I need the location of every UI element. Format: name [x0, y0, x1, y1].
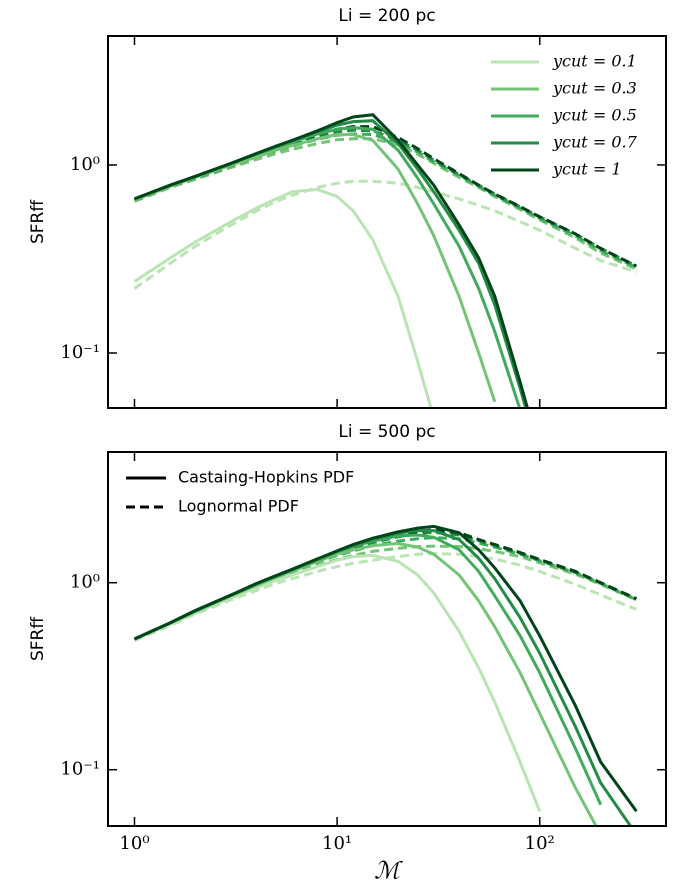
- castaing-hopkins-line: [133, 529, 633, 826]
- y-axis-label: SFRff: [28, 199, 48, 244]
- plot-lines: [133, 524, 638, 826]
- legend-label: ycut = 0.3: [552, 79, 637, 98]
- y-tick-label: 10⁰: [70, 154, 100, 175]
- axes-frame: [107, 451, 667, 827]
- lognormal-line: [133, 179, 637, 290]
- panel-title: Li = 200 pc: [338, 6, 435, 26]
- legend-label: ycut = 0.7: [552, 133, 638, 152]
- y-tick-label: 10⁰: [70, 572, 100, 593]
- lognormal-line: [133, 137, 638, 271]
- castaing-hopkins-line: [133, 533, 603, 806]
- legend-label: ycut = 0.1: [552, 52, 637, 71]
- x-tick-label: 10¹: [322, 833, 352, 854]
- lognormal-line: [133, 528, 638, 641]
- castaing-hopkins-line: [133, 553, 542, 812]
- y-tick-label: 10⁻¹: [60, 342, 100, 363]
- lognormal-line: [133, 544, 637, 641]
- x-axis-label: ℳ: [374, 857, 403, 885]
- castaing-hopkins-line: [133, 187, 433, 408]
- panel-title: Li = 500 pc: [338, 422, 435, 442]
- castaing-hopkins-line: [133, 133, 497, 403]
- x-tick-label: 10⁰: [119, 833, 149, 854]
- y-tick-label: 10⁻¹: [60, 759, 100, 780]
- style-legend-label: Castaing-Hopkins PDF: [178, 468, 354, 487]
- axes-frame: [107, 35, 667, 409]
- legend-label: ycut = 1: [552, 160, 622, 179]
- style-legend-label: Lognormal PDF: [178, 497, 299, 516]
- lognormal-line: [133, 536, 638, 641]
- castaing-hopkins-line: [133, 524, 638, 813]
- legend-label: ycut = 0.5: [552, 106, 637, 125]
- x-tick-label: 10²: [525, 833, 555, 854]
- castaing-hopkins-line: [133, 126, 522, 408]
- castaing-hopkins-line: [133, 113, 529, 408]
- plot-lines: [133, 113, 638, 408]
- lognormal-line: [133, 552, 637, 642]
- y-axis-label: SFRff: [28, 616, 48, 661]
